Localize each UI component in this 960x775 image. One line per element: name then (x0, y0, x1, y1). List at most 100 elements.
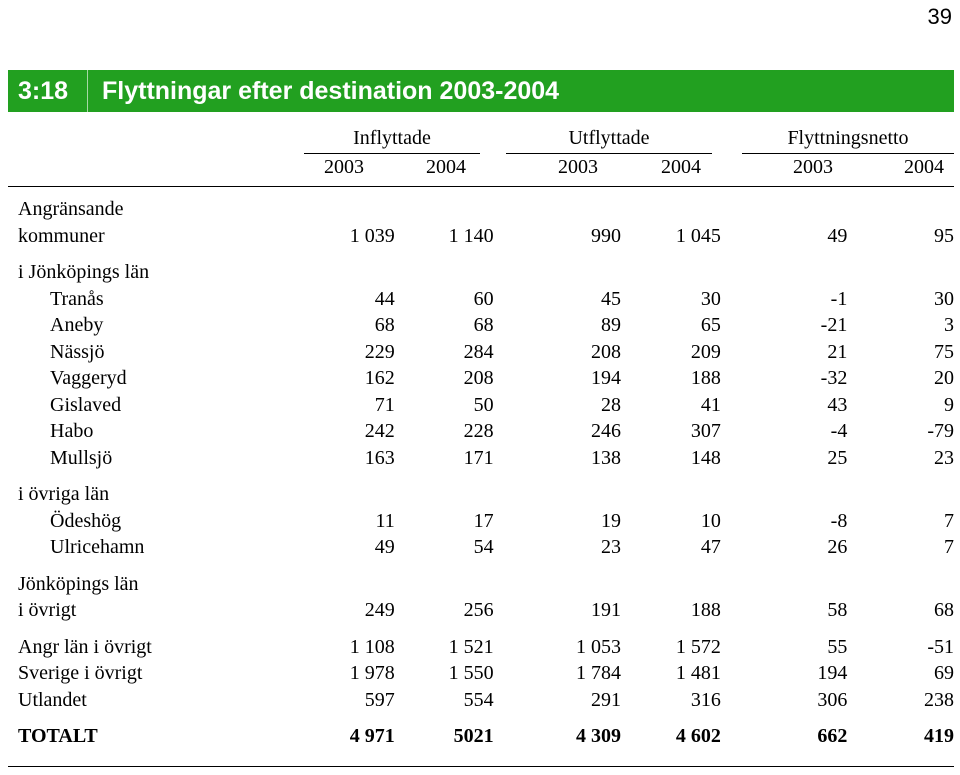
cell: 7 (944, 509, 954, 532)
cell: 30 (934, 287, 954, 310)
cell: 990 (590, 224, 621, 247)
cell: 43 (827, 393, 848, 416)
cell: 188 (690, 367, 721, 389)
row-label: Gislaved (50, 393, 122, 416)
table-row: Nässjö 229 284 208 209 21 75 (8, 339, 954, 366)
row-label: Angr län i övrigt (18, 635, 152, 658)
cell: 194 (817, 662, 848, 684)
year-header-in-2004: 2004 (426, 156, 466, 178)
table-title: Flyttningar efter destination 2003-2004 (102, 76, 560, 105)
year-header-netto-2003: 2003 (793, 156, 833, 178)
cell: 71 (374, 393, 395, 416)
cell: 7 (944, 536, 954, 558)
cell: 23 (600, 536, 621, 558)
table-row: Gislaved 71 50 28 41 43 9 (8, 392, 954, 419)
year-header-in-2003: 2003 (324, 156, 364, 178)
cell: 95 (934, 224, 954, 247)
cell: -4 (830, 420, 848, 442)
cell: 19 (600, 509, 621, 532)
cell: 662 (817, 725, 848, 747)
row-label: Mullsjö (50, 446, 113, 469)
cell: 171 (463, 446, 494, 469)
cell: 209 (690, 340, 721, 363)
group-header-flyttningsnetto: Flyttningsnetto (787, 127, 909, 149)
group-underline-inflyttade (304, 153, 480, 154)
cell: 23 (934, 446, 954, 469)
cell: 256 (463, 599, 494, 621)
cell: 307 (690, 420, 721, 442)
cell: -51 (927, 635, 954, 658)
cell: 44 (374, 287, 395, 310)
table-row: Angr län i övrigt 1 108 1 521 1 053 1 57… (8, 634, 954, 661)
cell: 58 (827, 599, 848, 621)
cell: 1 784 (575, 662, 621, 684)
cell: 50 (473, 393, 494, 416)
cell: 162 (364, 367, 395, 389)
cell: 1 978 (349, 662, 395, 684)
cell: 9 (944, 393, 954, 416)
cell: 246 (590, 420, 621, 442)
table-row: Sverige i övrigt 1 978 1 550 1 784 1 481… (8, 660, 954, 687)
cell: 163 (364, 446, 395, 469)
row-label: Ulricehamn (50, 536, 145, 558)
cell: 69 (934, 662, 954, 684)
cell: 419 (924, 725, 954, 747)
cell: 554 (463, 688, 494, 711)
cell: 4 309 (575, 725, 621, 747)
section-label: i Jönköpings län (18, 261, 150, 283)
year-header-ut-2003: 2003 (558, 156, 598, 178)
cell: 11 (375, 509, 395, 532)
cell: 291 (590, 688, 621, 711)
row-label: kommuner (18, 224, 105, 247)
cell: 49 (374, 536, 395, 558)
year-header-netto-2004: 2004 (904, 156, 944, 178)
cell: -8 (830, 509, 848, 532)
group-header-utflyttade: Utflyttade (568, 127, 650, 149)
row-label: Tranås (50, 287, 104, 310)
row-label: Aneby (50, 314, 104, 336)
cell: 30 (700, 287, 721, 310)
cell: 1 053 (575, 635, 621, 658)
cell: 188 (690, 599, 721, 621)
year-header-ut-2004: 2004 (661, 156, 701, 178)
cell: 45 (600, 287, 621, 310)
row-label: TOTALT (18, 725, 98, 747)
bottom-rule (8, 766, 954, 767)
table-row: Vaggeryd 162 208 194 188 -32 20 (8, 365, 954, 392)
header-rule (8, 186, 954, 187)
table-row: Aneby 68 68 89 65 -21 3 (8, 312, 954, 339)
row-label: Ödeshög (50, 509, 122, 532)
cell: -32 (820, 367, 848, 389)
row-label: Sverige i övrigt (18, 662, 143, 684)
cell: 1 039 (349, 224, 395, 247)
cell: -21 (820, 314, 848, 336)
cell: 1 140 (448, 224, 494, 247)
cell: 41 (700, 393, 721, 416)
cell: 60 (473, 287, 494, 310)
cell: 249 (364, 599, 395, 621)
row-label: Nässjö (50, 340, 105, 363)
cell: 3 (944, 314, 954, 336)
cell: 68 (473, 314, 494, 336)
cell: 208 (590, 340, 621, 363)
table-row: Mullsjö 163 171 138 148 25 23 (8, 445, 954, 472)
cell: 148 (690, 446, 721, 469)
row-label: Utlandet (18, 688, 87, 711)
cell: 1 550 (448, 662, 494, 684)
table-row: i Jönköpings län (8, 259, 954, 286)
cell: 316 (690, 688, 721, 711)
table-row: Ulricehamn 49 54 23 47 26 7 (8, 534, 954, 561)
table-row: Utlandet 597 554 291 316 306 238 (8, 687, 954, 714)
cell: 25 (827, 446, 848, 469)
cell: 47 (700, 536, 721, 558)
total-row: TOTALT 4 971 5021 4 309 4 602 662 419 (8, 723, 954, 750)
cell: 17 (473, 509, 494, 532)
migration-table: Angränsande kommuner 1 039 1 140 990 1 0… (8, 196, 954, 750)
cell: 10 (700, 509, 721, 532)
cell: 228 (463, 420, 494, 442)
table-row: i övrigt 249 256 191 188 58 68 (8, 597, 954, 624)
cell: 5021 (453, 725, 494, 747)
table-row: Angränsande (8, 196, 954, 223)
table-title-bar: 3:18 Flyttningar efter destination 2003-… (8, 70, 954, 112)
cell: 306 (817, 688, 848, 711)
